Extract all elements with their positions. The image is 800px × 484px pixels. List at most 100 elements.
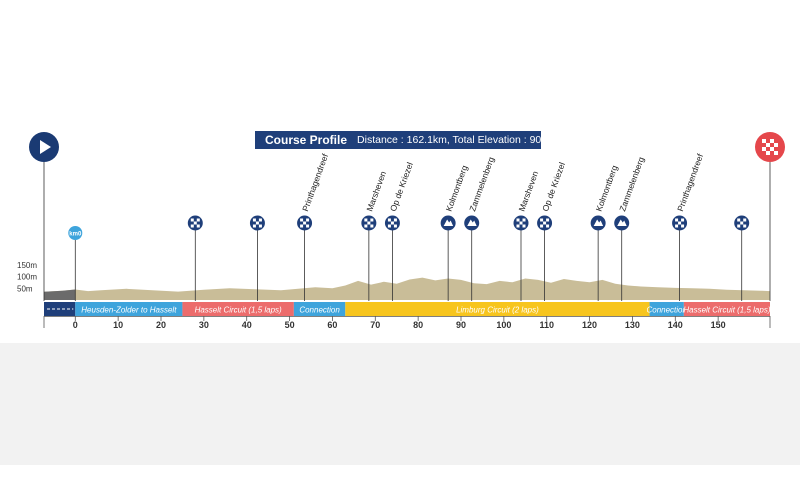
finish-check (766, 151, 770, 155)
checkered-flag-icon (734, 215, 750, 231)
mountain-shape (467, 219, 477, 226)
flag-check (387, 218, 391, 222)
flag-check (393, 224, 397, 228)
flag-check (540, 224, 544, 228)
flag-check (258, 218, 262, 222)
mountain-icon (464, 215, 480, 231)
flag-check (300, 224, 304, 228)
flag-check (370, 218, 374, 222)
finish-check (762, 139, 766, 143)
mountain-icon (440, 215, 456, 231)
checkered-flag-icon (361, 215, 377, 231)
flag-check (306, 218, 310, 222)
flag-check (196, 224, 200, 228)
flag-check (387, 224, 391, 228)
y-tick-label: 100m (17, 273, 37, 282)
flag-check (300, 218, 304, 222)
flag-check (546, 218, 550, 222)
flag-check (364, 218, 368, 222)
flag-check (675, 218, 679, 222)
section-label: Hasselt Circuit (1,5 laps) (683, 306, 770, 315)
section-label: Connection (299, 306, 340, 315)
y-tick-label: 150m (17, 261, 37, 270)
flag-check (193, 221, 197, 225)
x-tick-label: 20 (156, 320, 166, 330)
flag-check (743, 218, 747, 222)
climb-label: Printhagendreef (300, 152, 330, 213)
section-segment (345, 302, 650, 316)
climb-label: Kolmontberg (444, 164, 470, 213)
flag-check (740, 221, 744, 225)
flag-check (258, 224, 262, 228)
x-tick-label: 100 (496, 320, 511, 330)
finish-check (770, 147, 774, 151)
flag-check (678, 221, 682, 225)
flag-check (681, 218, 685, 222)
flag-check (370, 224, 374, 228)
x-tick-label: 60 (327, 320, 337, 330)
elevation-area (44, 277, 770, 300)
mountain-shape (443, 219, 454, 226)
flag-check (516, 218, 520, 222)
flag-check (196, 218, 200, 222)
section-label: Hasselt Circuit (1,5 laps) (195, 306, 282, 315)
section-segment (182, 302, 294, 316)
flag-check (252, 224, 256, 228)
x-tick-label: 90 (456, 320, 466, 330)
climb-label: Marsheven (516, 169, 540, 212)
section-segment (683, 302, 770, 316)
x-tick-label: 70 (370, 320, 380, 330)
flag-check (367, 221, 371, 225)
climb-label: Printhagendreef (675, 152, 705, 213)
checkered-flag-icon (513, 215, 529, 231)
checkered-flag-icon (672, 215, 688, 231)
x-tick-label: 50 (285, 320, 295, 330)
footer-band (0, 343, 800, 465)
time-icon: km0 (68, 226, 83, 240)
flag-check (522, 218, 526, 222)
chart-title: Course Profile (265, 133, 348, 147)
flag-check (546, 224, 550, 228)
finish-check (774, 143, 778, 147)
x-tick-label: 30 (199, 320, 209, 330)
x-tick-label: 40 (242, 320, 252, 330)
finish-flag-icon (755, 132, 785, 162)
x-tick-label: 150 (711, 320, 726, 330)
flag-check (519, 221, 523, 225)
play-triangle (40, 140, 51, 154)
chart-subtitle: Distance : 162.1km, Total Elevation : 90… (357, 134, 541, 146)
climb-label: Op de Kriezel (540, 161, 567, 213)
checkered-flag-icon (384, 215, 400, 231)
climb-label: Marsheven (364, 169, 388, 212)
flag-check (252, 218, 256, 222)
x-tick-label: 130 (625, 320, 640, 330)
mountain-icon (614, 215, 630, 231)
flag-check (190, 224, 194, 228)
flag-check (540, 218, 544, 222)
flag-check (390, 221, 394, 225)
checkered-flag-icon (537, 215, 553, 231)
climb-label: Op de Kriezel (388, 161, 415, 213)
chart-header: Course Profile Distance : 162.1km, Total… (255, 131, 541, 149)
start-flag-icon (29, 132, 59, 162)
mountain-shape (593, 219, 604, 226)
finish-check (762, 147, 766, 151)
finish-check (770, 139, 774, 143)
flag-check (522, 224, 526, 228)
y-tick-label: 50m (17, 284, 33, 293)
mountain-icon (590, 215, 606, 231)
section-segment (649, 302, 684, 316)
climb-label: Kolmontberg (594, 164, 620, 213)
x-tick-label: 140 (668, 320, 683, 330)
finish-check (774, 151, 778, 155)
flag-check (364, 224, 368, 228)
checkered-flag-icon (297, 215, 313, 231)
x-tick-label: 110 (539, 320, 554, 330)
flag-check (190, 218, 194, 222)
finish-check (766, 143, 770, 147)
section-label: Limburg Circuit (2 laps) (456, 306, 539, 315)
flag-check (255, 221, 259, 225)
flag-check (737, 218, 741, 222)
flag-check (516, 224, 520, 228)
